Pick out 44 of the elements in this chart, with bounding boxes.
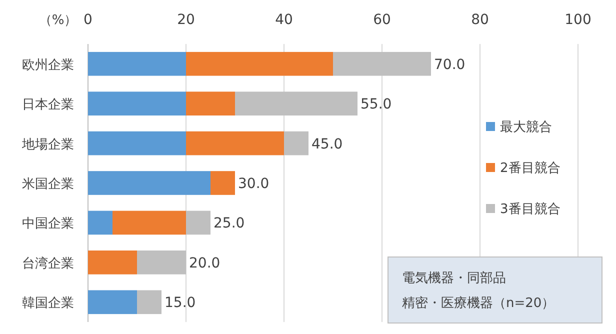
- x-tick-label: 0: [84, 12, 92, 28]
- y-tick-label: 日本企業: [22, 98, 74, 113]
- total-label: 45.0: [312, 136, 343, 152]
- bar: [333, 52, 431, 76]
- x-tick-label: 20: [177, 12, 195, 28]
- bar: [88, 171, 210, 195]
- total-label: 20.0: [189, 255, 220, 272]
- bar: [210, 171, 235, 195]
- bar: [186, 131, 284, 156]
- y-tick-label: 地場企業: [21, 137, 74, 152]
- bar: [186, 52, 333, 76]
- bar: [186, 92, 235, 116]
- bar: [137, 250, 186, 274]
- bar: [137, 290, 162, 314]
- y-tick-label: 欧州企業: [22, 58, 74, 73]
- y-tick-label: 中国企業: [22, 216, 74, 232]
- x-tick-label: 100: [564, 12, 592, 28]
- bar: [235, 92, 358, 116]
- total-label: 55.0: [360, 96, 392, 113]
- bar: [88, 52, 186, 76]
- x-axis-title: （%）: [38, 13, 78, 28]
- total-label: 25.0: [214, 216, 245, 232]
- legend-label: 2番目競合: [500, 161, 560, 176]
- x-tick-label: 40: [275, 12, 293, 28]
- bar: [186, 210, 210, 235]
- bar: [112, 210, 186, 235]
- total-label: 15.0: [164, 295, 196, 312]
- legend-label: 最大競合: [500, 120, 552, 135]
- total-label: 70.0: [434, 56, 466, 73]
- bar: [88, 250, 137, 274]
- annotation: 精密・医療機器（n=20）: [402, 296, 555, 311]
- total-label: 30.0: [238, 176, 270, 192]
- y-tick-label: 韓国企業: [22, 296, 74, 312]
- y-tick-label: 台湾企業: [22, 255, 74, 272]
- bar: [284, 131, 308, 156]
- legend-label: 3番目競合: [500, 202, 560, 217]
- x-tick-label: 80: [471, 12, 489, 28]
- annotation: 電気機器・同部品: [402, 271, 506, 286]
- y-tick-label: 米国企業: [22, 177, 74, 192]
- x-tick-label: 60: [373, 12, 391, 28]
- bar: [88, 92, 186, 116]
- bar: [88, 290, 137, 314]
- bar: [88, 210, 112, 235]
- bar: [88, 131, 186, 156]
